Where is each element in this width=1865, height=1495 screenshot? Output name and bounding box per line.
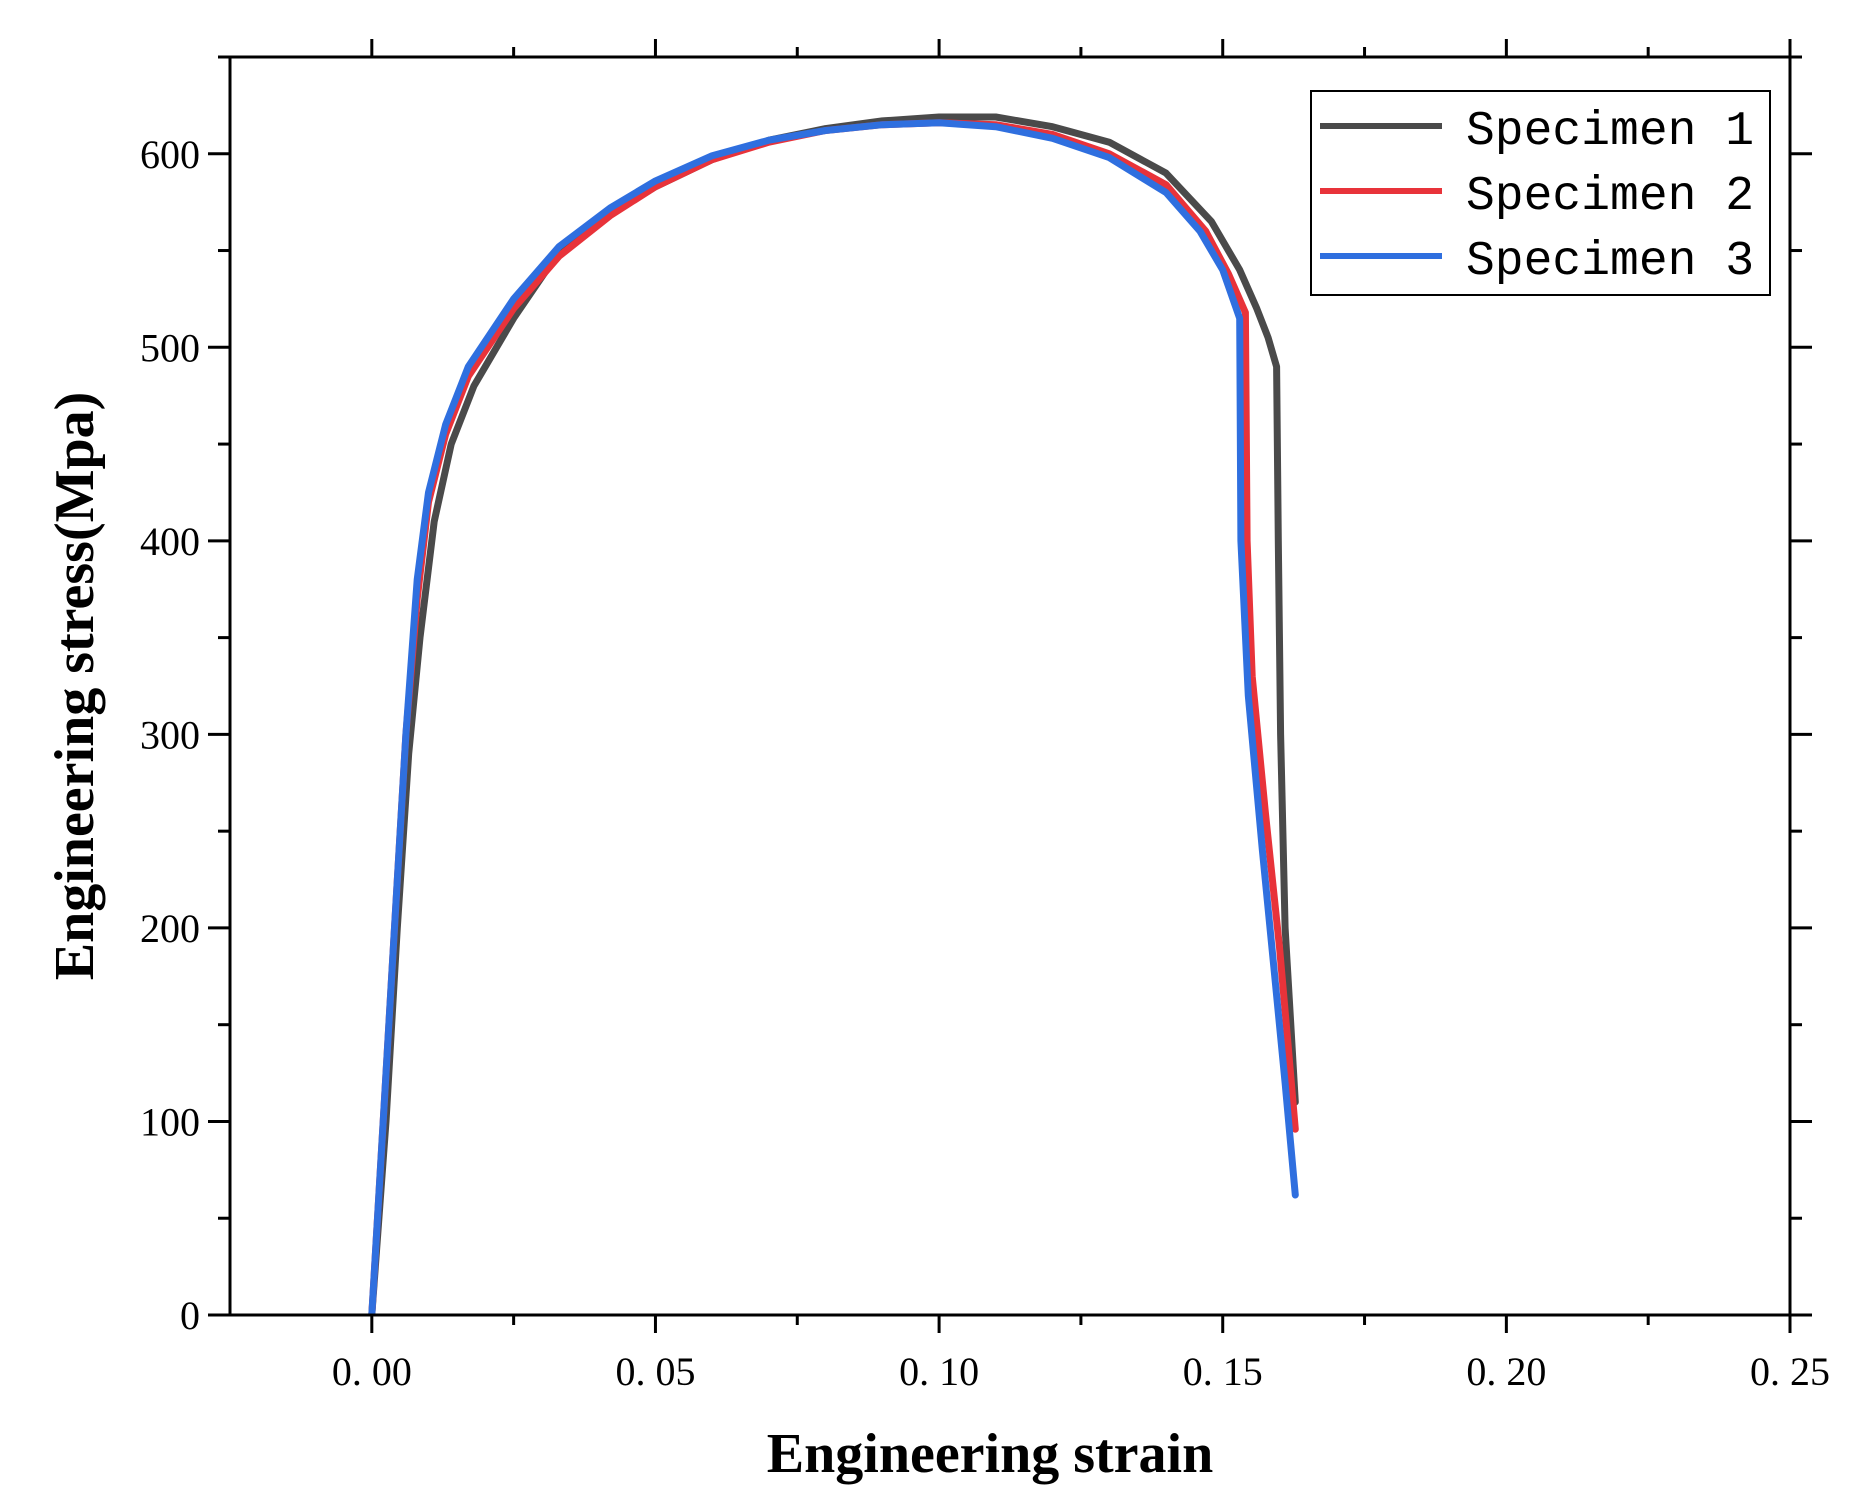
x-tick-label: 0. 10 [899, 1349, 979, 1394]
y-tick-label: 400 [140, 519, 200, 564]
series-layer [368, 113, 1299, 1315]
y-tick-label: 100 [140, 1099, 200, 1144]
plot-frame [228, 55, 1792, 1317]
legend-label-specimen-3: Specimen 3 [1466, 235, 1754, 289]
x-tick-label: 0. 20 [1466, 1349, 1546, 1394]
x-tick-label: 0. 05 [615, 1349, 695, 1394]
y-tick-label: 200 [140, 906, 200, 951]
y-axis-title: Engineering stress(Mpa) [44, 392, 106, 981]
legend: Specimen 1 Specimen 2 Specimen 3 [1310, 90, 1771, 296]
y-tick-label: 500 [140, 325, 200, 370]
y-tick-label: 600 [140, 132, 200, 177]
series-line-specimen-1 [368, 113, 1299, 1315]
legend-label-specimen-1: Specimen 1 [1466, 105, 1754, 159]
x-axis: 0. 00 0. 05 0. 10 0. 15 0. 20 0. 25 [332, 39, 1830, 1394]
y-tick-label: 300 [140, 712, 200, 757]
y-tick-label: 0 [180, 1293, 200, 1338]
x-tick-label: 0. 00 [332, 1349, 412, 1394]
series-line-specimen-3 [368, 119, 1299, 1315]
x-tick-label: 0. 15 [1183, 1349, 1263, 1394]
x-axis-title: Engineering strain [767, 1423, 1213, 1485]
legend-label-specimen-2: Specimen 2 [1466, 170, 1754, 224]
y-axis: 0 100 200 300 400 500 600 [140, 55, 1812, 1338]
x-tick-label: 0. 25 [1750, 1349, 1830, 1394]
